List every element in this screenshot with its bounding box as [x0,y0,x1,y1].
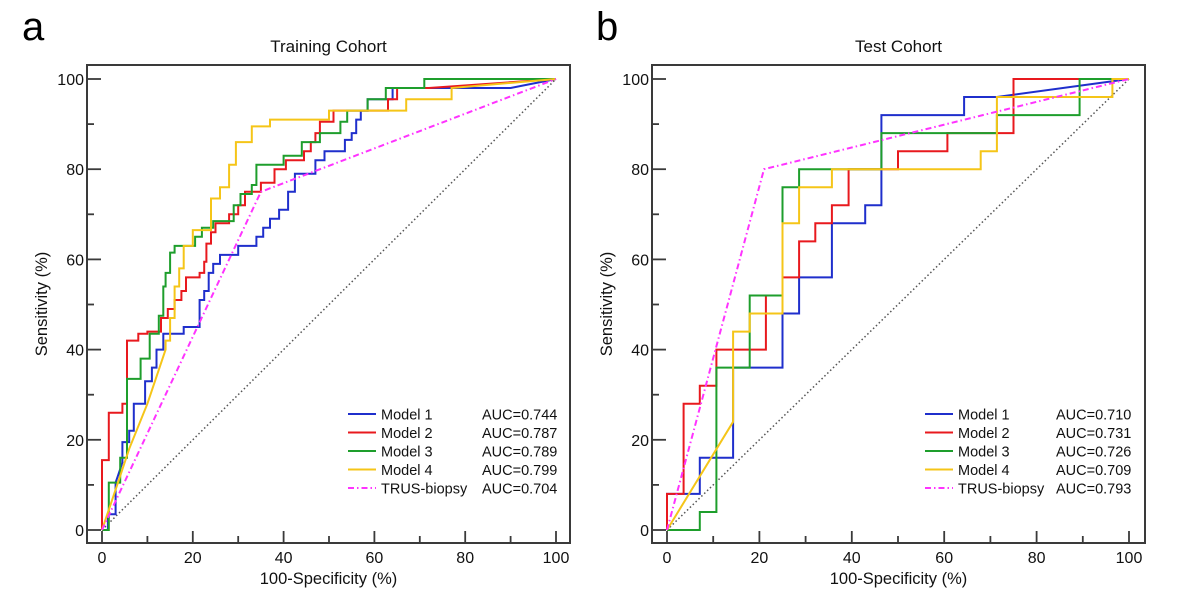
legend-label: Model 2 [381,426,433,442]
legend-auc: AUC=0.710 [1056,408,1131,424]
x-tick-label: 20 [751,550,769,567]
legend-label: TRUS-biopsy [381,482,468,498]
roc-panel-b: b Test Cohort 0 20 40 60 80 100 0 20 40 60 80 100 100-… [596,5,1146,588]
legend-label: Model 4 [381,463,433,479]
legend: Model 1 AUC=0.744 Model 2 AUC=0.787 Model 3 A… [348,408,557,498]
x-axis-label: 100-Specificity (%) [830,570,968,588]
x-tick-label: 0 [663,550,672,567]
legend-label: Model 1 [958,408,1010,424]
panel-letter: b [596,5,618,49]
x-tick-label: 0 [98,550,107,567]
y-tick-label: 100 [622,72,649,89]
chart-title: Test Cohort [855,37,942,56]
y-tick-label: 80 [631,162,649,179]
y-axis-label: Sensitivity (%) [598,252,616,357]
x-axis-label: 100-Specificity (%) [260,570,398,588]
legend-label: Model 3 [958,445,1010,461]
x-tick-label: 60 [366,550,384,567]
y-tick-label: 20 [631,433,649,450]
roc-curve-trus-biopsy [666,78,1130,531]
y-tick-label: 20 [66,433,84,450]
roc-curve-model-1 [102,78,557,531]
y-tick-label: 0 [75,523,84,540]
legend-auc: AUC=0.799 [482,463,557,479]
legend-auc: AUC=0.787 [482,426,557,442]
legend-auc: AUC=0.726 [1056,445,1131,461]
x-tick-label: 100 [543,550,570,567]
roc-curve-model-2 [101,78,557,530]
roc-curve-model-1 [666,78,1130,530]
x-tick-label: 80 [1028,550,1046,567]
x-tick-label: 40 [275,550,293,567]
roc-curve-model-3 [102,78,556,531]
y-tick-label: 100 [57,72,84,89]
y-tick-label: 40 [631,343,649,360]
y-tick-label: 40 [66,343,84,360]
legend-label: TRUS-biopsy [958,482,1045,498]
legend-auc: AUC=0.793 [1056,482,1131,498]
x-tick-label: 60 [935,550,953,567]
legend: Model 1 AUC=0.710 Model 2 AUC=0.731 Model 3 A… [925,408,1131,498]
chart-title: Training Cohort [270,37,387,56]
y-tick-label: 80 [66,162,84,179]
x-tick-label: 100 [1116,550,1143,567]
y-tick-label: 60 [631,252,649,269]
x-tick-label: 20 [184,550,202,567]
roc-panel-a: a Training Cohort 0 20 40 60 80 100 0 20 40 60 80 100… [22,5,571,588]
legend-auc: AUC=0.709 [1056,463,1131,479]
legend-label: Model 1 [381,408,433,424]
legend-auc: AUC=0.744 [482,408,557,424]
roc-curve-model-2 [666,78,1129,530]
y-tick-label: 60 [66,252,84,269]
roc-curve-model-3 [667,78,1129,531]
roc-curve-model-4 [101,78,557,531]
legend-auc: AUC=0.789 [482,445,557,461]
roc-curve-trus-biopsy [101,78,557,531]
roc-curve-model-4 [666,78,1129,531]
legend-auc: AUC=0.731 [1056,426,1131,442]
legend-label: Model 4 [958,463,1010,479]
legend-label: Model 3 [381,445,433,461]
x-tick-label: 40 [843,550,861,567]
y-tick-label: 0 [640,523,649,540]
legend-label: Model 2 [958,426,1010,442]
y-axis-label: Sensitivity (%) [33,252,51,357]
legend-auc: AUC=0.704 [482,482,557,498]
reference-line [101,78,557,531]
x-tick-label: 80 [456,550,474,567]
panel-letter: a [22,5,45,49]
